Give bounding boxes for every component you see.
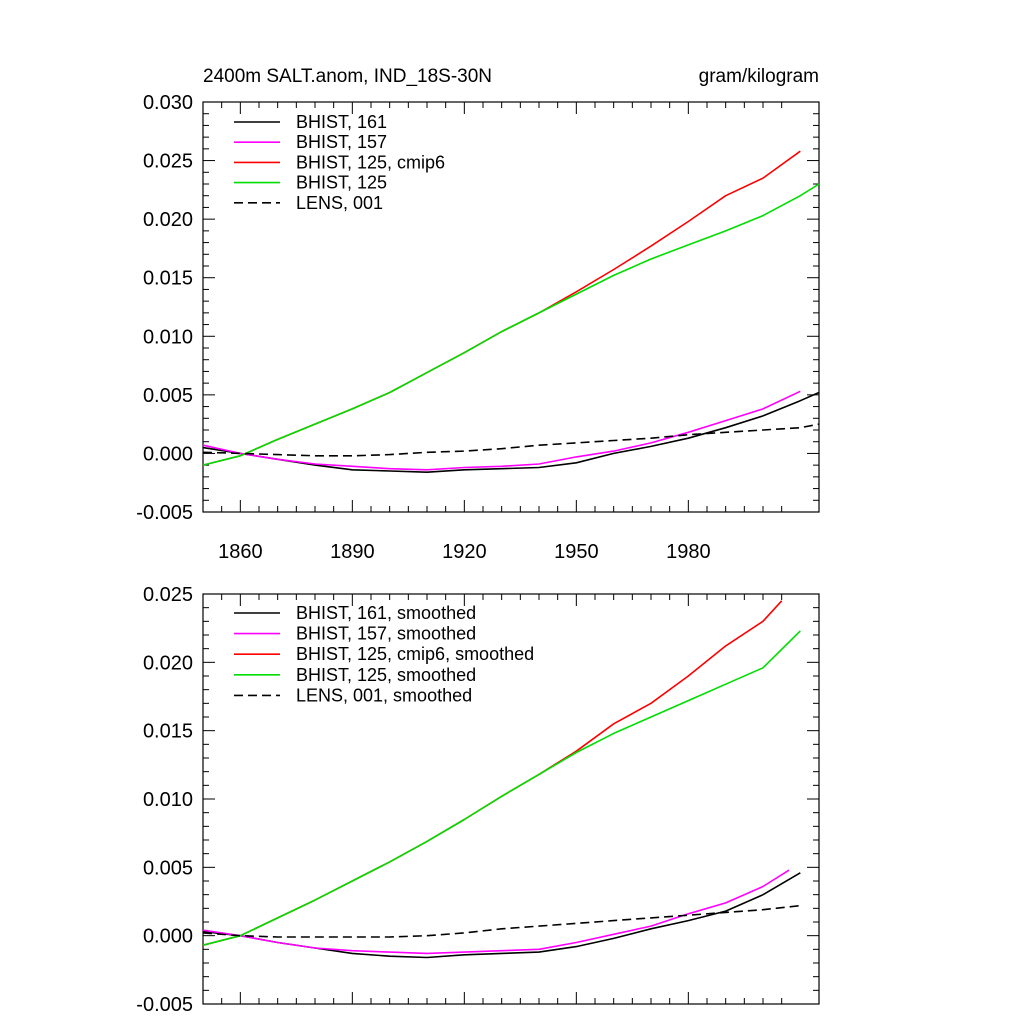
x-tick-label: 1920 [442, 541, 487, 563]
legend-entry: BHIST, 157, smoothed [296, 624, 476, 644]
series-line-2 [202, 869, 790, 955]
y-tick-label: 0.000 [143, 926, 193, 948]
y-tick-label: 0.005 [143, 385, 193, 407]
y-tick-label: 0.025 [143, 151, 193, 173]
x-tick-label: 1980 [666, 541, 711, 563]
y-tick-label: 0.000 [143, 443, 193, 465]
y-tick-label: 0.010 [143, 789, 193, 811]
legend-entry: BHIST, 125 [296, 173, 387, 193]
y-tick-label: 0.005 [143, 857, 193, 879]
plot-frame [202, 101, 820, 513]
legend-entry: BHIST, 125, smoothed [296, 665, 476, 685]
y-tick-label: -0.005 [136, 994, 193, 1016]
x-tick-label: 1950 [554, 541, 599, 563]
chart-panel-bottom: -0.005 0.000 0.005 0.010 0.015 0.020 0.025 BHIS… [136, 584, 820, 1016]
y-tick-label: 0.015 [143, 268, 193, 290]
legend-entry: BHIST, 125, cmip6 [296, 152, 445, 172]
legend-entry: BHIST, 125, cmip6, smoothed [296, 644, 534, 664]
units-label: gram/kilogram [699, 66, 819, 87]
y-tick-label: 0.020 [143, 652, 193, 674]
y-tick-label: 0.010 [143, 326, 193, 348]
y-tick-label: 0.030 [143, 92, 193, 114]
y-tick-label: 0.015 [143, 721, 193, 743]
legend-entry: BHIST, 161, smoothed [296, 603, 476, 623]
y-tick-label: 0.025 [143, 584, 193, 606]
x-tick-label: 1890 [330, 541, 375, 563]
x-tick-label: 1860 [218, 541, 263, 563]
y-tick-label: 0.020 [143, 209, 193, 231]
series-line-5 [202, 904, 801, 938]
legend-entry: BHIST, 161 [296, 112, 387, 132]
series-line-3 [202, 150, 801, 466]
chart-panel-top: -0.005 0.000 0.005 0.010 0.015 0.020 0.025 0.03… [136, 66, 820, 563]
legend-entry: LENS, 001, smoothed [296, 685, 472, 705]
series-line-2 [202, 390, 801, 471]
series-line-5 [202, 423, 820, 457]
series-line-4 [202, 630, 801, 946]
series-line-4 [202, 183, 820, 466]
series-line-1 [202, 391, 820, 474]
y-tick-label: -0.005 [136, 502, 193, 524]
legend-entry: LENS, 001 [296, 193, 383, 213]
chart-title: 2400m SALT.anom, IND_18S-30N [203, 66, 492, 87]
legend-entry: BHIST, 157 [296, 132, 387, 152]
